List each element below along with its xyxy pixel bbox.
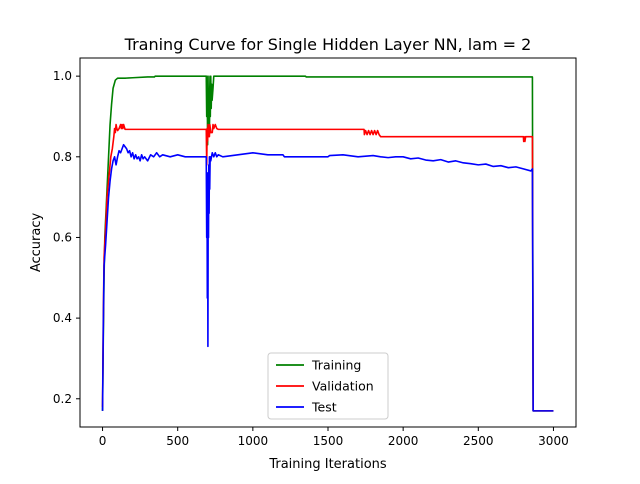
- legend-label-test: Test: [311, 400, 337, 415]
- legend-entries: Training Validation Test: [276, 358, 374, 415]
- y-tick-label: 0.2: [53, 392, 72, 406]
- x-tick-label: 3000: [538, 434, 569, 448]
- x-tick-label: 0: [99, 434, 107, 448]
- plot-content: [101, 75, 554, 412]
- series-line-training: [101, 75, 554, 412]
- y-tick-label: 0.4: [53, 311, 72, 325]
- series-line-test: [101, 143, 554, 412]
- x-tick-label: 500: [166, 434, 189, 448]
- x-axis-label: Training Iterations: [268, 457, 387, 472]
- legend-label-validation: Validation: [312, 379, 374, 394]
- chart-title: Traning Curve for Single Hidden Layer NN…: [124, 35, 532, 54]
- y-axis-label: Accuracy: [29, 213, 44, 273]
- legend-box: [267, 352, 389, 420]
- x-tick-label: 1000: [238, 434, 269, 448]
- legend-label-training: Training: [311, 358, 361, 373]
- tick-group: 0 500 1000 1500 2000 2500 3000 0.2 0.4 0.6 0.8 1.0: [53, 69, 569, 448]
- x-tick-label: 2000: [388, 434, 419, 448]
- legend: Training Validation Test: [267, 352, 389, 420]
- series-line-validation: [101, 123, 554, 412]
- y-tick-label: 0.6: [53, 230, 72, 244]
- x-tick-label: 2500: [463, 434, 494, 448]
- y-tick-label: 0.8: [53, 150, 72, 164]
- x-tick-label: 1500: [313, 434, 344, 448]
- y-tick-label: 1.0: [53, 69, 72, 83]
